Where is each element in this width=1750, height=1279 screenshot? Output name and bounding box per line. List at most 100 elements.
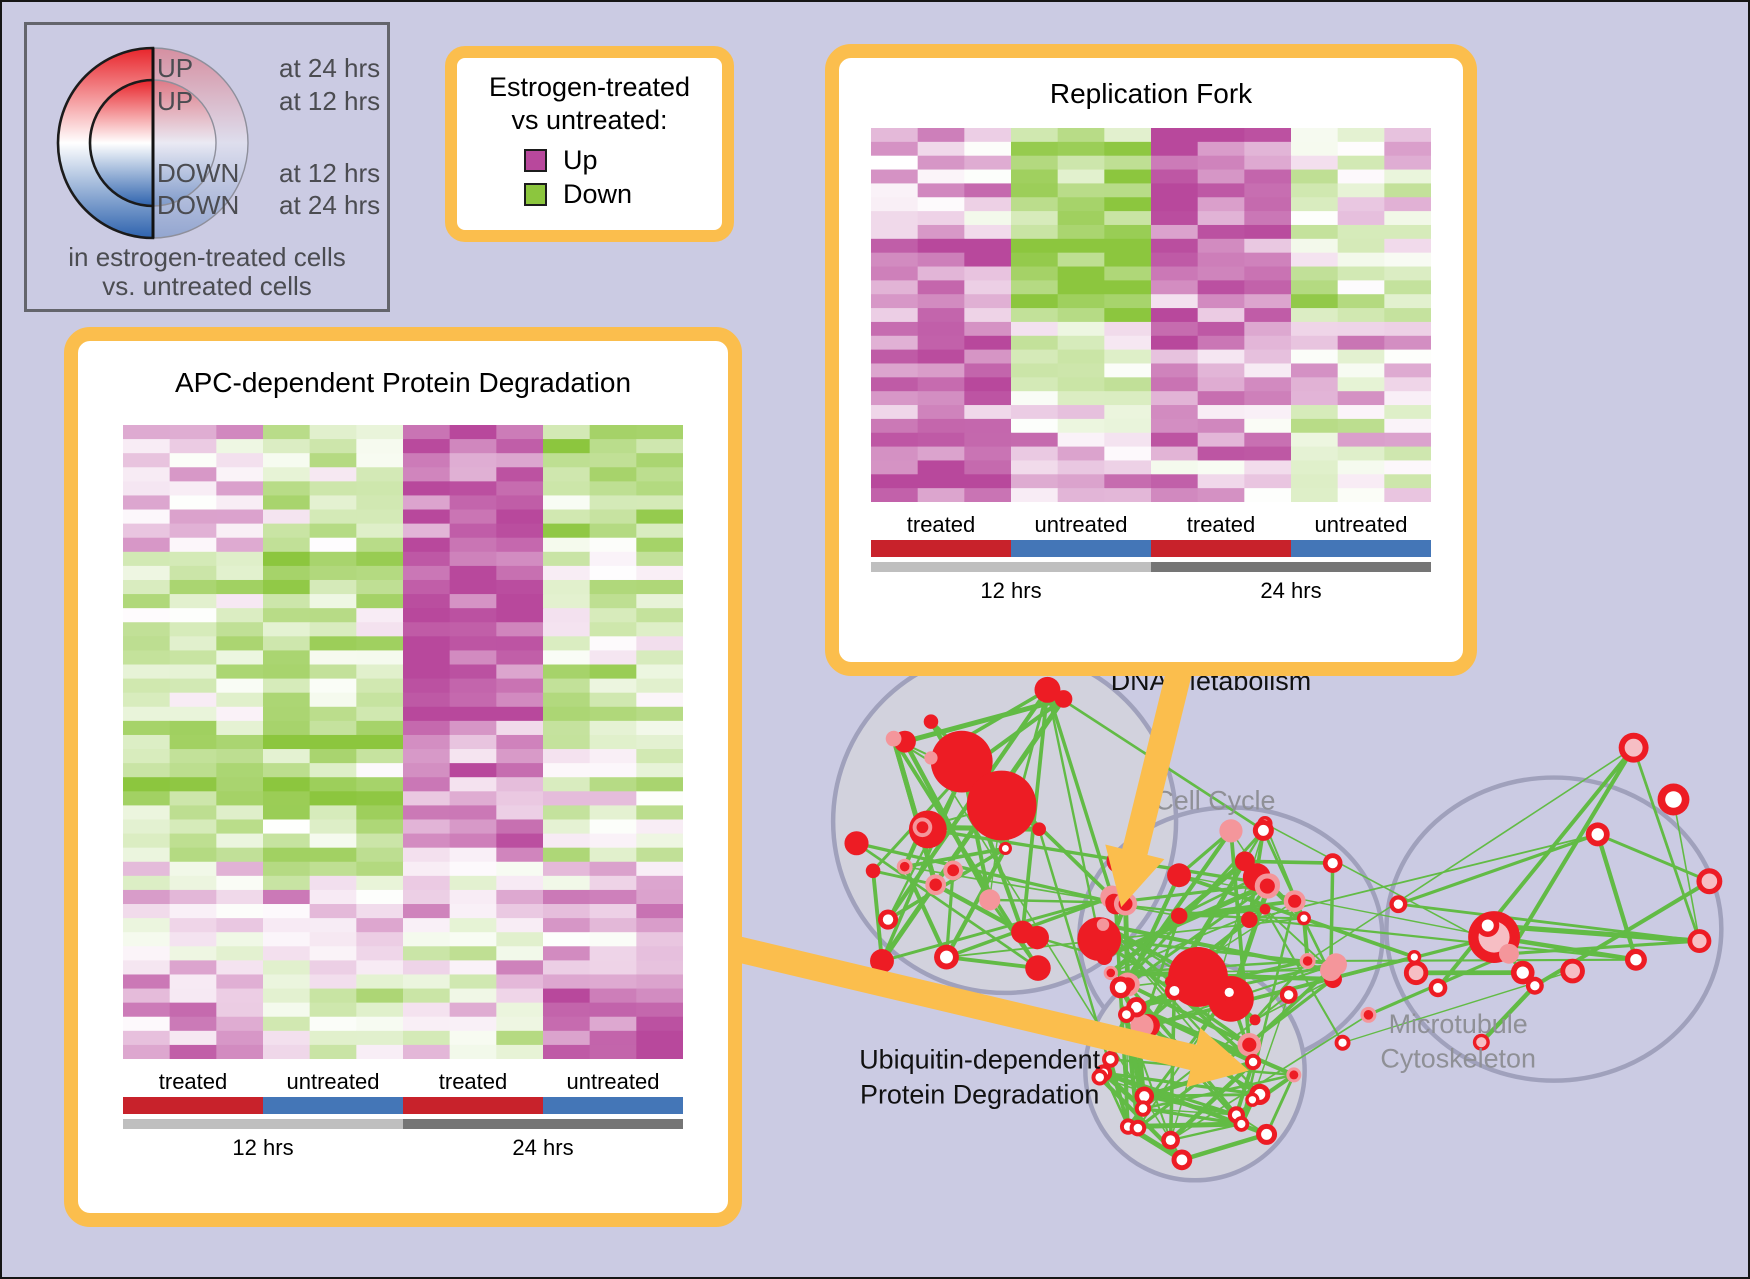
untreated-bar-segment: [263, 1097, 403, 1114]
ring-row-time: at 12 hrs: [279, 158, 380, 188]
group-label: untreated: [566, 1069, 660, 1094]
ring-row-dir: UP: [157, 53, 193, 83]
inner-ring-right-half: [152, 79, 217, 207]
legend-item-up: Up: [524, 145, 655, 176]
hrs12-label: 12 hrs: [232, 1135, 294, 1160]
gene-node: [1324, 953, 1348, 976]
gene-node: [844, 831, 869, 856]
heatmap-cells: [123, 425, 683, 1059]
treated-bar-segment: [871, 540, 1011, 557]
untreated-bar-segment: [1011, 540, 1151, 557]
treated-bar-segment: [403, 1097, 543, 1114]
gene-node: [1498, 943, 1519, 964]
cluster-label-micro: Microtubule: [1389, 1009, 1528, 1039]
apc-group-labels: treated untreated treated untreated: [123, 1069, 683, 1095]
group-label: untreated: [1314, 512, 1408, 537]
down-color-swatch: [524, 183, 547, 206]
gene-node: [1054, 690, 1073, 708]
updown-legend-box: Estrogen-treated vs untreated: Up Down: [445, 46, 734, 242]
gene-node: [1170, 907, 1188, 925]
ring-legend-box: UP at 24 hrs UP at 12 hrs DOWN at 12 hrs…: [24, 22, 390, 312]
apc-hours-labels: 12 hrs 24 hrs: [123, 1135, 683, 1161]
rf-group-labels: treated untreated treated untreated: [871, 512, 1431, 538]
ring-row-dir: DOWN: [157, 158, 239, 188]
cluster-label-micro: Cytoskeleton: [1380, 1044, 1536, 1074]
panel-apc-degradation: APC-dependent Protein Degradation treate…: [64, 327, 742, 1227]
up-label: Up: [563, 145, 598, 175]
network-nodes: [844, 676, 1723, 1171]
gene-node: [1032, 822, 1046, 837]
hrs24-bar-segment: [1151, 562, 1431, 572]
panel-to-cluster-arrow: [1121, 648, 1197, 859]
ring-caption-line2: vs. untreated cells: [102, 271, 312, 301]
rf-panel-title: Replication Fork: [1049, 78, 1253, 109]
gene-node: [1096, 918, 1110, 931]
gene-node: [923, 714, 939, 729]
inner-ring-left-half: [88, 78, 155, 208]
gene-node: [1077, 917, 1122, 961]
hrs12-bar-segment: [123, 1119, 403, 1129]
hrs12-bar-segment: [871, 562, 1151, 572]
treated-bar-segment: [1151, 540, 1291, 557]
rf-treated-untreated-bar: [871, 540, 1431, 557]
ring-row-time: at 24 hrs: [279, 190, 380, 220]
apc-panel-title: APC-dependent Protein Degradation: [174, 367, 632, 398]
group-label: treated: [158, 1069, 228, 1094]
apc-hours-bar: [123, 1119, 683, 1129]
down-label: Down: [563, 179, 633, 209]
hrs24-label: 24 hrs: [512, 1135, 574, 1160]
apc-treated-untreated-bar: [123, 1097, 683, 1114]
gene-node: [979, 889, 1001, 911]
rf-heatmap: [871, 128, 1431, 502]
cluster-label-cell: Cell Cycle: [1154, 785, 1275, 815]
gene-node: [930, 730, 993, 793]
hrs12-label: 12 hrs: [980, 578, 1042, 603]
apc-heatmap: [123, 425, 683, 1059]
gene-node: [1249, 1014, 1261, 1026]
gene-node: [1259, 903, 1271, 915]
group-label: treated: [906, 512, 976, 537]
gene-node: [1025, 955, 1051, 981]
hrs24-bar-segment: [403, 1119, 683, 1129]
updown-legend-title-line2: vs untreated:: [511, 105, 668, 135]
ring-row-time: at 24 hrs: [279, 53, 380, 83]
gene-node: [1096, 948, 1113, 965]
rf-hours-labels: 12 hrs 24 hrs: [871, 578, 1431, 604]
gene-node: [1219, 819, 1243, 843]
panel-to-cluster-arrow: [725, 934, 1201, 1071]
gene-node: [966, 770, 1037, 841]
group-label: treated: [1186, 512, 1256, 537]
rf-hours-bar: [871, 562, 1431, 572]
ring-caption-line1: in estrogen-treated cells: [68, 242, 345, 272]
gene-node: [885, 730, 902, 747]
ring-legend-graphic: UP at 24 hrs UP at 12 hrs DOWN at 12 hrs…: [56, 46, 380, 301]
heatmap-cells: [871, 128, 1431, 502]
ring-row-dir: DOWN: [157, 190, 239, 220]
gene-node: [865, 863, 881, 879]
updown-legend-title-line1: Estrogen-treated: [488, 72, 691, 102]
ring-row-dir: UP: [157, 86, 193, 116]
gene-node: [1034, 676, 1061, 703]
group-label: untreated: [1034, 512, 1128, 537]
gene-node: [1167, 863, 1192, 888]
up-color-swatch: [524, 149, 547, 172]
gene-node: [954, 762, 973, 781]
gene-node: [1241, 911, 1258, 929]
cluster-micro: [1384, 775, 1724, 1083]
group-label: untreated: [286, 1069, 380, 1094]
untreated-bar-segment: [543, 1097, 683, 1114]
gene-node: [924, 751, 938, 765]
gene-node: [1234, 851, 1255, 872]
panel-replication-fork: Replication Fork treated untreated treat…: [825, 44, 1477, 676]
untreated-bar-segment: [1291, 540, 1431, 557]
gene-node: [1011, 920, 1035, 944]
updown-legend-items: Up Down: [524, 142, 655, 210]
hrs24-label: 24 hrs: [1260, 578, 1322, 603]
ring-row-time: at 12 hrs: [279, 86, 380, 116]
cluster-label-ubi: Protein Degradation: [860, 1080, 1099, 1110]
annotation-arrows: [725, 648, 1249, 1088]
treated-bar-segment: [123, 1097, 263, 1114]
gene-node: [870, 949, 894, 973]
